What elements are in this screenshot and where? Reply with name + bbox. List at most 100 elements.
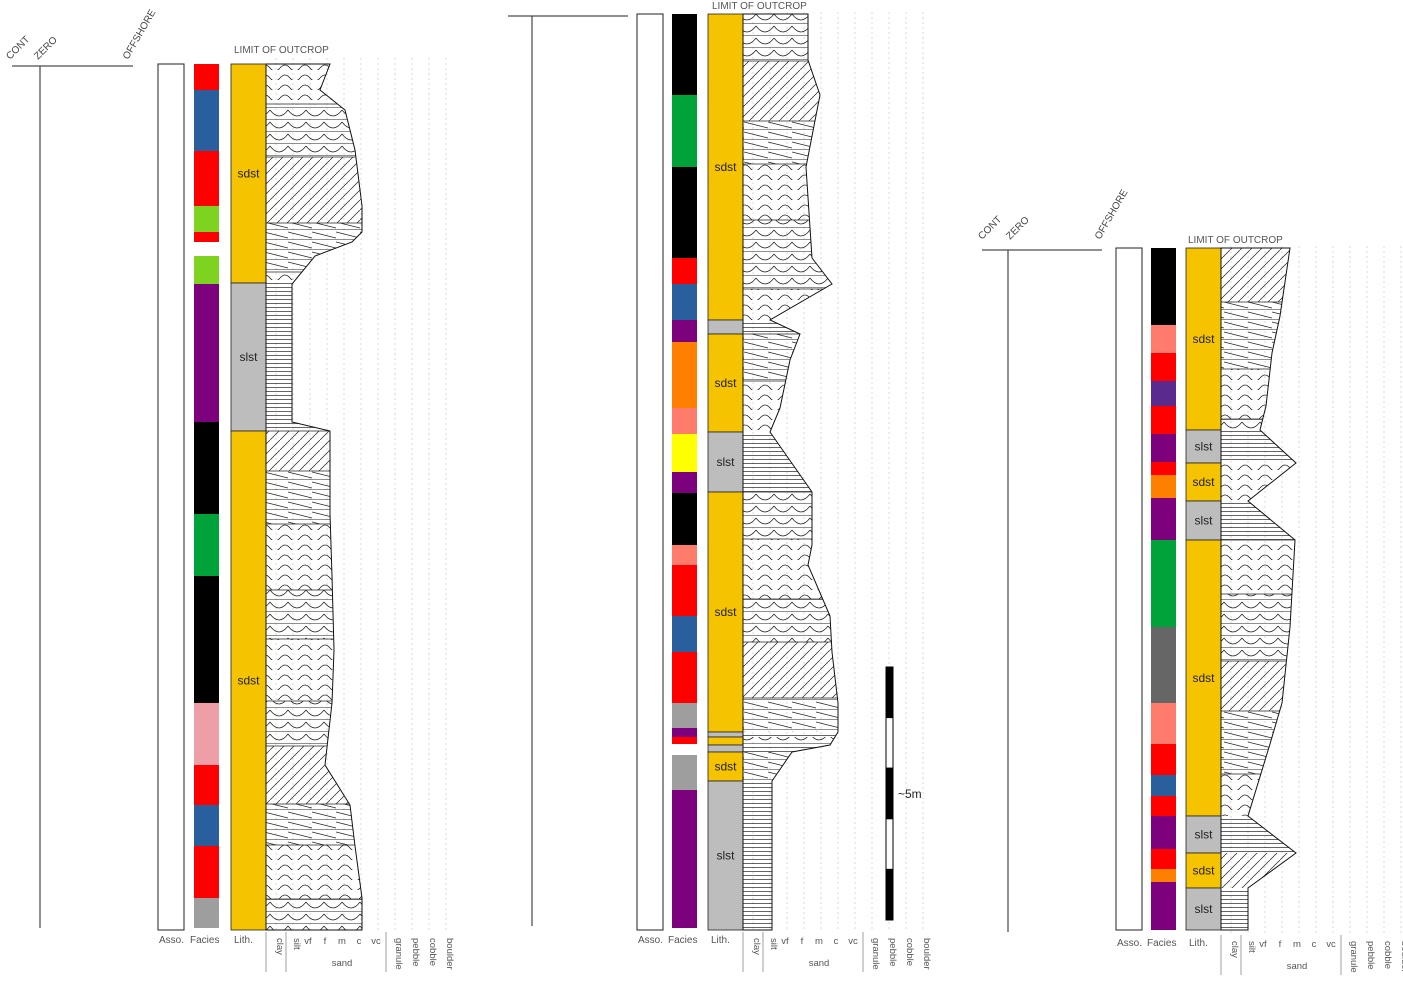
lith-label: slst [717,849,736,863]
facies-block [1151,248,1176,325]
structure-band [743,737,838,745]
structure-band [743,289,838,320]
lith-label: sdst [1192,864,1215,878]
facies-block [672,790,697,928]
facies-block [672,652,697,703]
lith-label: sdst [1192,332,1215,346]
grain-label-m: m [338,936,346,947]
cont-label: CONT [976,214,1004,242]
structure-band [1221,888,1296,930]
structure-band [1221,594,1296,661]
grain-label-cobble: cobble [904,938,915,966]
scale-bar-segment [885,666,894,719]
lith-label: sdst [1192,475,1215,489]
facies-header: Facies [190,935,219,946]
facies-block [672,258,697,284]
structure-band [743,781,838,930]
structure-band [266,899,362,930]
facies-block [672,342,697,408]
grain-label-vf: vf [304,936,312,947]
facies-block [1151,540,1176,627]
lith-label: sdst [1192,671,1215,685]
lith-header: Lith. [711,935,730,946]
structure-band [266,157,362,223]
grain-label-clay: clay [274,938,285,955]
sand-label: sand [332,958,353,969]
structure-band [1221,302,1296,369]
grain-label-boulder: boulder [1399,941,1403,973]
facies-block [1151,353,1176,381]
grain-label-cobble: cobble [1382,941,1393,969]
grain-label-vc: vc [1326,939,1336,950]
grain-label-granule: granule [393,938,404,970]
structure-band [266,471,362,524]
facies-block [194,256,219,284]
grain-label-boulder: boulder [921,938,932,970]
structure-band [1221,816,1296,853]
lith-block [707,333,744,433]
limit-of-outcrop-label: LIMIT OF OUTCROP [234,45,329,56]
lith-label: slst [1195,902,1214,916]
structure-band [743,220,838,289]
lith-block [230,282,267,432]
facies-block [1151,475,1176,498]
facies-block [194,576,219,703]
lith-header: Lith. [1189,938,1208,949]
lith-block [707,13,744,321]
facies-block [194,206,219,232]
facies-block [672,14,697,95]
lith-block [707,780,744,931]
structure-band [266,104,362,157]
cont-label: CONT [4,34,32,62]
facies-block [672,284,697,320]
structure-band [1221,430,1296,463]
facies-block [194,422,219,514]
facies-block [1151,627,1176,703]
sand-label: sand [809,958,830,969]
facies-block [194,90,219,151]
grain-label-c: c [834,936,839,947]
grain-label-vf: vf [781,936,789,947]
lith-block [707,319,744,335]
grain-label-granule: granule [870,938,881,970]
scale-label: ~5m [898,787,922,801]
limit-of-outcrop-label: LIMIT OF OUTCROP [712,1,807,12]
section-right: CONT ZERO OFFSHORE LIMIT OF OUTCROP sdst slst… [976,188,1403,975]
grain-label-clay: clay [751,938,762,955]
facies-block [1151,744,1176,775]
scale-bar-segment [885,818,894,870]
facies-block [672,493,697,545]
grain-label-c: c [357,936,362,947]
facies-block [672,737,697,744]
structure-band [1221,853,1296,888]
facies-block [672,167,697,258]
lith-block [230,63,267,284]
structure-band [1221,540,1296,594]
facies-block [194,284,219,422]
facies-block [194,64,219,90]
grain-label-silt: silt [1246,941,1257,953]
facies-block [1151,849,1176,869]
offshore-label: OFFSHORE [121,8,158,62]
facies-block [194,232,219,242]
structure-band [1221,711,1296,774]
structure-band [1221,369,1296,419]
grain-label-pebble: pebble [1365,941,1376,970]
lith-label: slst [1195,828,1214,842]
log-structures [743,14,838,930]
facies-block [672,728,697,737]
facies-block [672,616,697,652]
structure-band [266,223,362,272]
facies-block [672,565,697,616]
facies-block [1151,381,1176,406]
scale-bar-segment [885,767,894,820]
structure-band [266,283,362,431]
lith-block [707,431,744,493]
lith-header: Lith. [234,935,253,946]
lith-label: sdst [714,376,737,390]
log-outline [265,63,363,931]
grain-label-f: f [1279,939,1282,950]
asso-header: Asso. [638,935,663,946]
structure-band [266,431,362,471]
